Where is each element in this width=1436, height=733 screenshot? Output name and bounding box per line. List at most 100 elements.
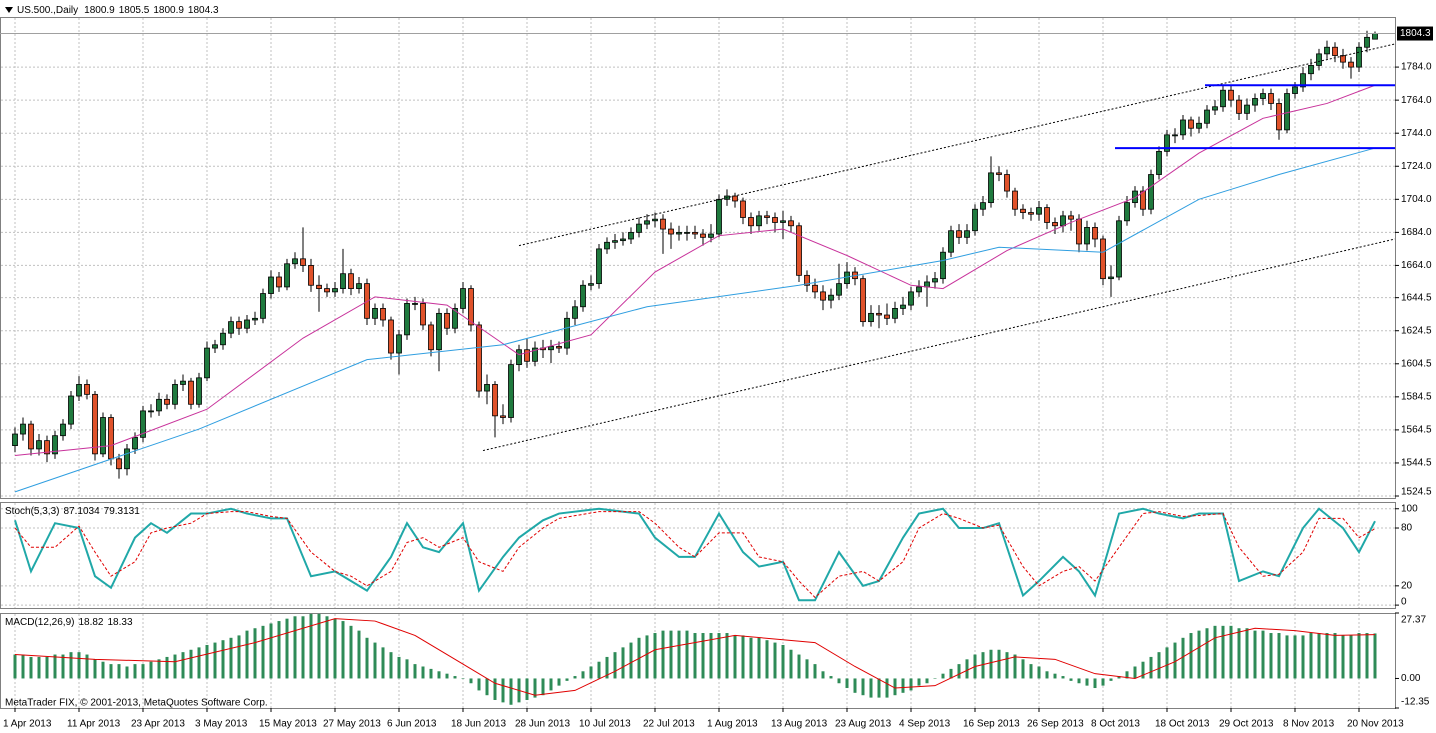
y-tick-label: 1584.5 [1401, 391, 1432, 402]
macd-bar [605, 656, 609, 679]
candle-body [1052, 222, 1058, 227]
macd-bar [725, 633, 729, 679]
macd-bar [1109, 678, 1113, 681]
macd-bar [853, 678, 857, 693]
candle-body [100, 417, 106, 455]
candle-body [484, 384, 490, 392]
candle-body [1364, 36, 1370, 48]
macd-bar [1213, 625, 1217, 679]
panel-frame [0, 17, 1396, 499]
candle-body [628, 231, 634, 240]
candle-body [124, 448, 130, 470]
macd-bar [397, 656, 401, 679]
candle-body [1332, 46, 1338, 56]
candle-body [476, 324, 482, 392]
candle-body [1236, 99, 1242, 114]
x-tick-label: 11 Apr 2013 [67, 719, 121, 730]
candle-body [332, 288, 338, 293]
macd-bar [965, 659, 969, 679]
symbol: US.500.,Daily [17, 5, 78, 16]
candle-body [236, 321, 242, 329]
macd-bar [125, 666, 129, 679]
candle-body [220, 332, 226, 346]
macd-bar [885, 678, 889, 698]
macd-value: 18.82 [78, 617, 103, 628]
candle-body [892, 308, 898, 319]
candle-body [348, 273, 354, 289]
candle-body [812, 284, 818, 293]
macd-bar [925, 678, 929, 684]
macd-bar [1245, 628, 1249, 679]
candle-body [1148, 174, 1154, 210]
macd-bar [709, 633, 713, 679]
macd-bar [277, 621, 281, 679]
candle-body [716, 198, 722, 235]
candle-body [172, 384, 178, 405]
candle-body [876, 312, 882, 316]
candle-body [804, 274, 810, 286]
candle-body [84, 384, 90, 395]
candle-body [1372, 33, 1378, 40]
candle-body [396, 334, 402, 354]
macd-bar [797, 654, 801, 679]
macd-bar [333, 618, 337, 679]
candle-body [92, 393, 98, 455]
y-tick-label: 1564.5 [1401, 425, 1432, 436]
macd-bar [1093, 678, 1097, 689]
y-tick-label: 1644.5 [1401, 292, 1432, 303]
macd-bar [189, 649, 193, 679]
candle-body [732, 195, 738, 202]
macd-bar [957, 664, 961, 679]
candle-body [572, 306, 578, 319]
macd-bar [365, 637, 369, 679]
candle-body [548, 346, 554, 351]
x-tick-label: 18 Jun 2013 [451, 719, 506, 730]
x-tick-label: 4 Sep 2013 [899, 719, 951, 730]
macd-bar [1285, 635, 1289, 679]
macd-bar [1101, 678, 1105, 686]
trend-line [482, 238, 1396, 452]
candle-body [412, 303, 418, 305]
macd-bar [493, 678, 497, 700]
macd-bar [45, 656, 49, 679]
y-tick-label: 1544.5 [1401, 458, 1432, 469]
macd-bar [429, 668, 433, 679]
macd-bar [741, 635, 745, 679]
candle-body [1108, 276, 1114, 280]
candle-body [1092, 227, 1098, 240]
candle-body [460, 288, 466, 309]
x-tick-label: 1 Aug 2013 [707, 719, 758, 730]
macd-bar [949, 668, 953, 679]
candle-body [1100, 238, 1106, 280]
macd-bar [1013, 654, 1017, 679]
candle-body [1204, 109, 1210, 124]
candle-body [188, 380, 194, 405]
menu-triangle[interactable] [5, 7, 13, 13]
trend-line [518, 43, 1396, 247]
x-tick-label: 1 Apr 2013 [3, 719, 52, 730]
x-tick-label: 13 Aug 2013 [771, 719, 828, 730]
candle-body [244, 319, 250, 329]
candle-body [300, 258, 306, 266]
macd-bar [213, 642, 217, 679]
macd-bar [597, 661, 601, 679]
candle-body [1124, 202, 1130, 222]
last-price-box [1397, 26, 1433, 41]
y-tick-label: 1704.0 [1401, 194, 1432, 205]
y-tick-label: 27.37 [1401, 615, 1426, 626]
macd-bar [325, 616, 329, 679]
candle-body [428, 324, 434, 351]
macd-bar [1149, 656, 1153, 679]
macd-bar [109, 664, 113, 679]
macd-bar [749, 637, 753, 679]
y-tick-label: 20 [1401, 580, 1413, 591]
macd-bar [781, 644, 785, 679]
x-tick-label: 22 Jul 2013 [643, 719, 695, 730]
macd-bar [149, 661, 153, 679]
candle-body [164, 398, 170, 405]
moving-average [14, 147, 1376, 493]
candle-body [268, 276, 274, 294]
